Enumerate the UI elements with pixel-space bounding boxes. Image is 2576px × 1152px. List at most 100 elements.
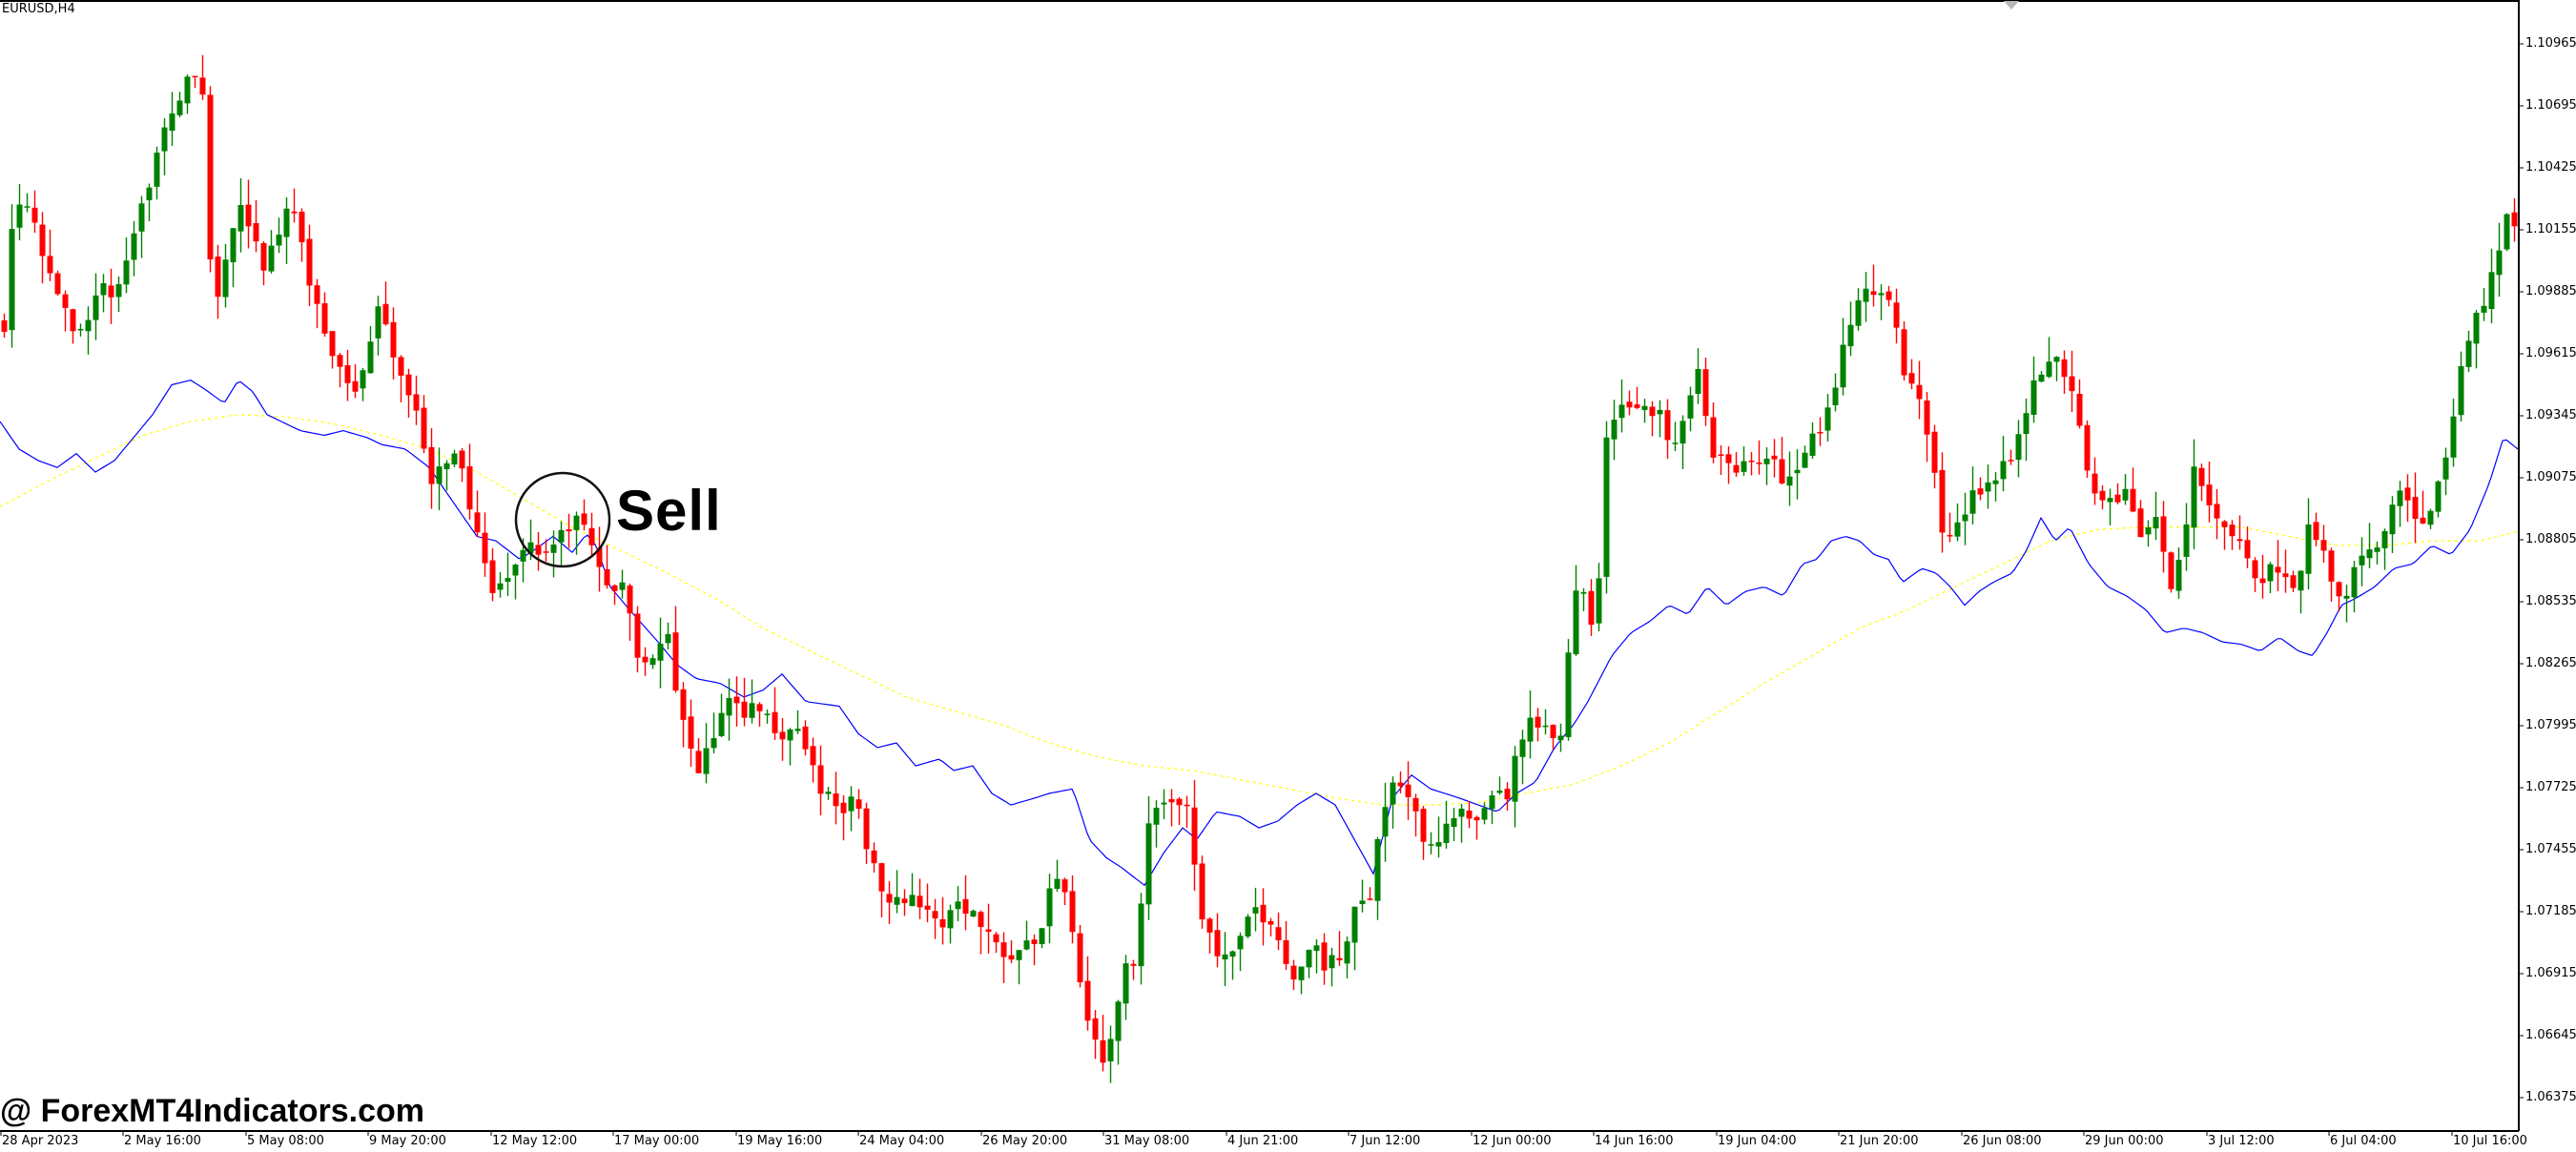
candle xyxy=(85,306,92,355)
candle xyxy=(1451,808,1457,842)
candle xyxy=(2496,222,2503,298)
candle xyxy=(146,183,153,222)
candle xyxy=(299,208,305,262)
candle xyxy=(352,363,359,399)
candle xyxy=(1298,966,1305,995)
candle xyxy=(451,449,458,467)
candle xyxy=(1275,912,1282,951)
candle xyxy=(54,270,61,297)
symbol-timeframe-label: EURUSD,H4 xyxy=(2,2,75,16)
candle xyxy=(939,896,946,945)
candle xyxy=(749,679,755,724)
candle xyxy=(1634,386,1640,410)
candle xyxy=(512,563,519,600)
candle xyxy=(2076,379,2083,429)
candle xyxy=(2008,449,2014,465)
time-tick-label: 21 Jun 20:00 xyxy=(1840,1134,1919,1148)
candle xyxy=(382,281,389,326)
price-tick-label: 1.08535 xyxy=(2525,594,2576,608)
candle xyxy=(878,862,885,917)
candle xyxy=(2427,508,2434,529)
candle xyxy=(1115,999,1122,1065)
price-tick-label: 1.10425 xyxy=(2525,160,2576,175)
candle xyxy=(1992,472,1999,502)
candle xyxy=(1336,931,1343,966)
candle xyxy=(1870,264,1877,307)
candle xyxy=(1435,816,1442,858)
candle xyxy=(321,292,328,338)
candle xyxy=(2023,399,2030,462)
candle xyxy=(573,511,580,555)
candle xyxy=(733,676,740,727)
time-tick-label: 10 Jul 16:00 xyxy=(2453,1134,2527,1148)
candle xyxy=(1802,445,1808,468)
candle xyxy=(314,278,320,329)
candle xyxy=(1061,877,1068,906)
candle xyxy=(1886,285,1892,307)
candle xyxy=(1947,512,1953,543)
price-tick-label: 1.06915 xyxy=(2525,966,2576,980)
candle xyxy=(1000,932,1007,983)
candle xyxy=(535,531,542,571)
candle xyxy=(1939,452,1946,553)
candle xyxy=(1847,301,1854,357)
candle xyxy=(1695,348,1701,404)
candle xyxy=(1611,400,1618,461)
time-tick-label: 12 Jun 00:00 xyxy=(1473,1134,1552,1148)
candle xyxy=(1191,780,1198,892)
candle xyxy=(1123,955,1129,1020)
fast-moving-average-line xyxy=(0,380,2519,887)
candle xyxy=(2343,585,2350,623)
time-tick-label: 12 May 12:00 xyxy=(492,1134,578,1148)
candle xyxy=(276,217,282,254)
candle xyxy=(2244,526,2251,568)
candle xyxy=(695,738,702,773)
candle xyxy=(1733,452,1740,477)
candle xyxy=(657,617,664,689)
candle xyxy=(1313,938,1320,974)
candle xyxy=(1069,874,1076,944)
candle xyxy=(1649,401,1656,437)
candle xyxy=(2442,447,2449,496)
time-tick-label: 2 May 16:00 xyxy=(124,1134,201,1148)
candle xyxy=(1039,927,1045,949)
candle xyxy=(489,547,496,602)
price-tick-label: 1.09885 xyxy=(2525,284,2576,298)
candle xyxy=(1481,802,1488,825)
candle xyxy=(1687,386,1694,432)
candle xyxy=(2107,488,2113,525)
candle xyxy=(566,513,572,548)
candle xyxy=(2412,472,2419,544)
candle xyxy=(2229,520,2236,550)
candle xyxy=(955,886,961,922)
time-tick-label: 7 Jun 12:00 xyxy=(1350,1134,1421,1148)
candle xyxy=(1496,776,1503,795)
candle xyxy=(344,349,351,401)
candle xyxy=(2435,480,2442,518)
candle xyxy=(1641,399,1648,423)
watermark-text: @ ForexMT4Indicators.com xyxy=(0,1093,425,1129)
candle xyxy=(1329,947,1335,987)
candle xyxy=(802,720,809,756)
candle xyxy=(2221,520,2228,550)
candle xyxy=(1428,832,1434,854)
candle xyxy=(1237,932,1244,972)
candle xyxy=(237,178,244,253)
candle xyxy=(390,307,397,380)
price-tick-label: 1.10155 xyxy=(2525,222,2576,237)
candle xyxy=(1954,503,1961,542)
candle xyxy=(1092,1010,1099,1059)
time-tick-label: 24 May 04:00 xyxy=(859,1134,945,1148)
candle xyxy=(649,654,656,669)
candle xyxy=(772,687,778,740)
candle xyxy=(1969,466,1976,525)
candle xyxy=(1893,288,1900,344)
candle xyxy=(894,870,900,914)
candle xyxy=(497,571,504,598)
candle xyxy=(108,268,114,324)
candle xyxy=(2183,503,2190,571)
candle xyxy=(1206,916,1213,954)
chart-shift-marker-icon[interactable] xyxy=(2004,1,2019,10)
